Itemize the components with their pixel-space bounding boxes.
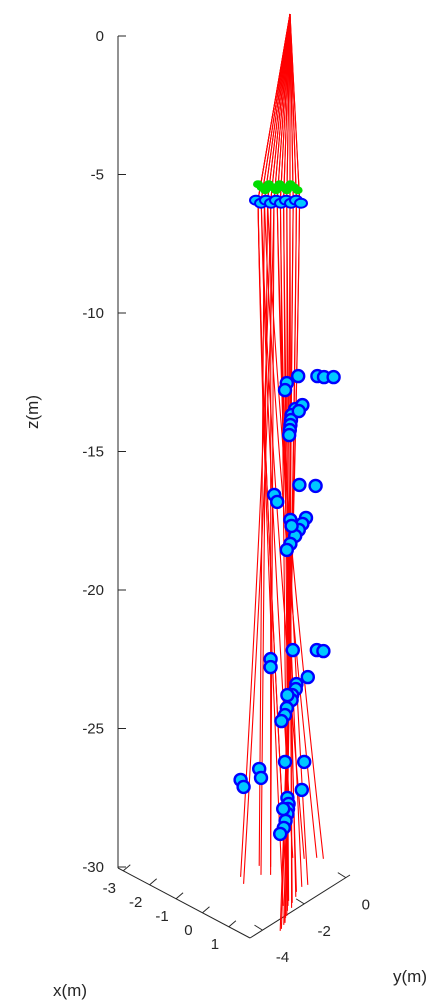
z-tick-label: -30	[82, 859, 104, 876]
x-axis-label: x(m)	[53, 981, 87, 1000]
z-tick-label: -5	[91, 167, 104, 184]
z-tick-label: -10	[82, 305, 104, 322]
ray-line	[284, 13, 297, 923]
receiver-marker	[285, 642, 300, 658]
ray-line	[258, 13, 291, 866]
ray-line	[270, 13, 291, 875]
receiver-markers	[233, 368, 341, 842]
z-tick-label: 0	[96, 28, 104, 45]
z-tick-label: -15	[82, 444, 104, 461]
x-tick-label: 0	[184, 922, 192, 939]
receiver-marker	[276, 801, 291, 817]
x-axis-line	[117, 867, 251, 939]
receiver-marker	[282, 427, 297, 443]
y-tick-label: 0	[362, 897, 370, 914]
receiver-marker	[308, 478, 323, 494]
receiver-marker	[284, 518, 299, 534]
z-tick-label: -25	[82, 721, 104, 738]
receiver-marker	[270, 494, 285, 510]
x-tick-mark	[175, 892, 184, 900]
receiver-marker	[263, 659, 278, 675]
x-tick-mark	[228, 920, 237, 928]
receiver-marker	[236, 779, 251, 795]
y-tick-mark	[337, 872, 347, 879]
receiver-marker	[277, 754, 293, 770]
x-tick-mark	[202, 906, 210, 914]
receiver-marker	[277, 382, 293, 398]
z-tick-label: -20	[82, 582, 104, 599]
x-ticks: -3 -2 -1 0 1	[103, 864, 237, 953]
receiver-marker	[294, 782, 309, 798]
x-tick-label: -1	[155, 908, 168, 925]
receiver-marker	[291, 403, 306, 419]
receiver-marker	[274, 713, 289, 729]
ray-line	[257, 13, 291, 903]
receiver-marker	[279, 542, 294, 558]
x-tick-label: -3	[103, 880, 116, 897]
x-tick-label: -2	[129, 894, 142, 911]
z-ticks: 0 -5 -10 -15 -20 -25 -30	[82, 28, 126, 876]
z-axis-label: z(m)	[23, 395, 42, 429]
receiver-marker	[297, 754, 312, 770]
y-tick-mark	[254, 924, 263, 931]
y-axis-label: y(m)	[393, 967, 427, 986]
ray-line	[283, 13, 297, 897]
x-tick-mark	[122, 864, 131, 872]
ray-line	[263, 13, 318, 858]
y-tick-mark	[295, 898, 305, 905]
source-marker-green	[292, 186, 303, 195]
receiver-marker	[316, 643, 331, 659]
x-tick-mark	[149, 878, 158, 886]
source-marker	[294, 197, 308, 209]
y-axis-line	[249, 874, 351, 939]
y-tick-label: -2	[317, 923, 330, 940]
receiver-marker	[326, 369, 341, 385]
y-ticks: 0 -2 -4	[254, 872, 370, 966]
receiver-marker	[273, 826, 288, 842]
x-tick-label: 1	[211, 936, 219, 953]
receiver-marker	[292, 477, 307, 493]
receiver-marker	[300, 669, 315, 685]
source-cluster	[249, 180, 308, 209]
y-tick-label: -4	[276, 949, 289, 966]
receiver-marker	[253, 770, 269, 786]
receiver-marker	[291, 368, 306, 384]
ray-line	[243, 13, 291, 884]
receiver-marker	[280, 687, 295, 703]
ray-line	[270, 13, 291, 867]
